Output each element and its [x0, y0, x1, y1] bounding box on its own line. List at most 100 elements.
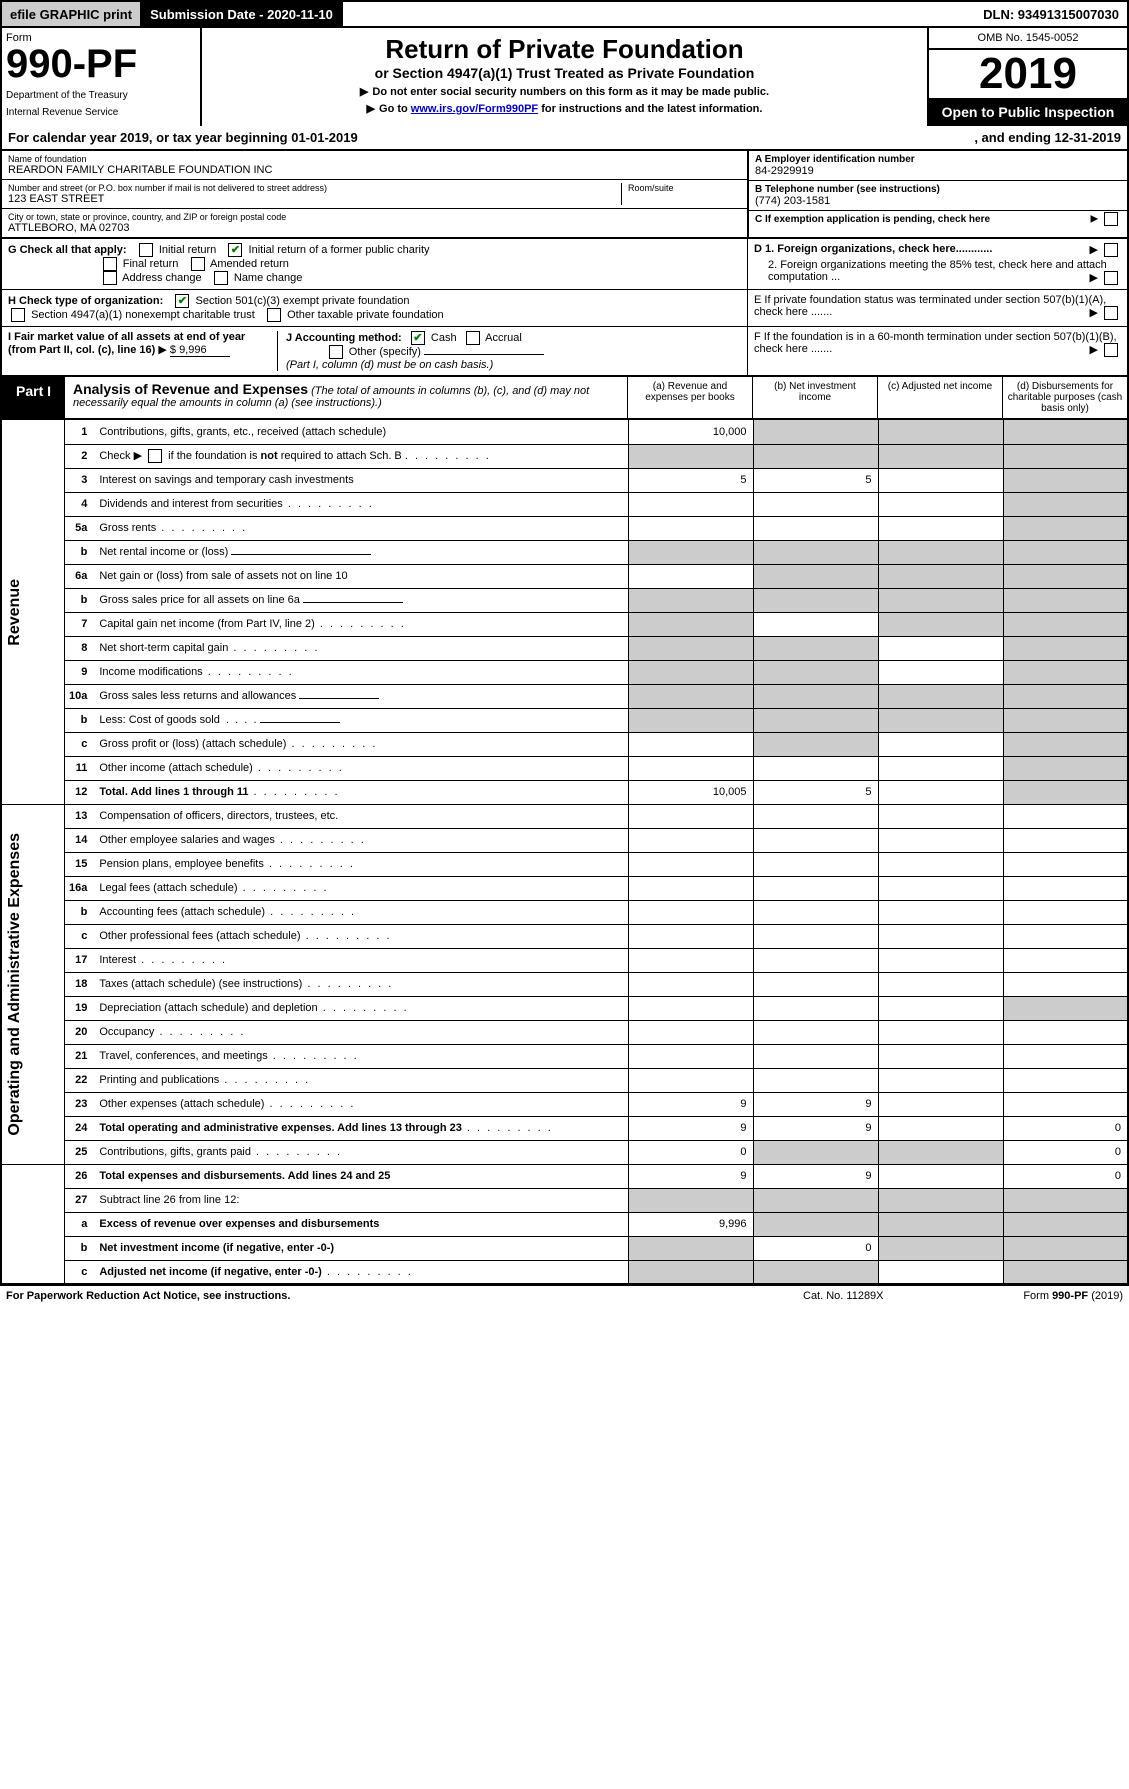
val-1a: 10,000: [628, 420, 753, 444]
d1-checkbox[interactable]: [1104, 243, 1118, 257]
num-27a: a: [65, 1212, 96, 1236]
part1-title: Analysis of Revenue and Expenses: [73, 381, 308, 397]
j-note: (Part I, column (d) must be on cash basi…: [286, 359, 493, 371]
val-11c: [878, 756, 1003, 780]
val-17b: [753, 948, 878, 972]
desc-14: Other employee salaries and wages: [95, 828, 628, 852]
val-16bc: [878, 900, 1003, 924]
val-12d: [1003, 780, 1128, 804]
num-19: 19: [65, 996, 96, 1020]
row-22: 22Printing and publications: [1, 1068, 1128, 1092]
input-6b[interactable]: [303, 602, 403, 603]
f-checkbox[interactable]: [1104, 343, 1118, 357]
desc-24-text: Total operating and administrative expen…: [99, 1122, 461, 1134]
desc-6a: Net gain or (loss) from sale of assets n…: [95, 564, 628, 588]
val-27a: [628, 1188, 753, 1212]
row-10c: c Gross profit or (loss) (attach schedul…: [1, 732, 1128, 756]
desc-2: Check ▶ if the foundation is not require…: [95, 444, 628, 468]
val-20b: [753, 1020, 878, 1044]
num-12: 12: [65, 780, 96, 804]
g-amended-checkbox[interactable]: [191, 257, 205, 271]
open-to-public: Open to Public Inspection: [929, 98, 1127, 126]
h-label: H Check type of organization:: [8, 295, 163, 307]
desc-24: Total operating and administrative expen…: [95, 1116, 628, 1140]
g-initial-checkbox[interactable]: [139, 243, 153, 257]
irs-link[interactable]: www.irs.gov/Form990PF: [411, 103, 538, 115]
desc-17: Interest: [95, 948, 628, 972]
j-accrual-checkbox[interactable]: [466, 331, 480, 345]
city-value: ATTLEBORO, MA 02703: [8, 222, 741, 234]
num-16a: 16a: [65, 876, 96, 900]
val-10cc: [878, 732, 1003, 756]
num-26: 26: [65, 1164, 96, 1188]
addr-value: 123 EAST STREET: [8, 193, 621, 205]
e-cell: E If private foundation status was termi…: [747, 290, 1127, 326]
val-2d: [1003, 444, 1128, 468]
footer-cat: Cat. No. 11289X: [803, 1290, 963, 1302]
info-right: A Employer identification number 84-2929…: [747, 151, 1127, 237]
val-18a: [628, 972, 753, 996]
val-24d: 0: [1003, 1116, 1128, 1140]
val-16cc: [878, 924, 1003, 948]
val-26b: 9: [753, 1164, 878, 1188]
num-16c: c: [65, 924, 96, 948]
val-22c: [878, 1068, 1003, 1092]
val-2b: [753, 444, 878, 468]
num-27c: c: [65, 1260, 96, 1284]
num-5a: 5a: [65, 516, 96, 540]
d2-checkbox[interactable]: [1104, 271, 1118, 285]
g-final-checkbox[interactable]: [103, 257, 117, 271]
dept-treasury: Department of the Treasury: [6, 90, 196, 101]
row-23: 23Other expenses (attach schedule) 99: [1, 1092, 1128, 1116]
j-other-checkbox[interactable]: [329, 345, 343, 359]
row-21: 21Travel, conferences, and meetings: [1, 1044, 1128, 1068]
num-6a: 6a: [65, 564, 96, 588]
val-8d: [1003, 636, 1128, 660]
val-1d: [1003, 420, 1128, 444]
g-initial-former-checkbox[interactable]: [228, 243, 242, 257]
efile-button[interactable]: efile GRAPHIC print: [2, 2, 142, 26]
desc-16c: Other professional fees (attach schedule…: [95, 924, 628, 948]
val-13a: [628, 804, 753, 828]
val-16bb: [753, 900, 878, 924]
num-25: 25: [65, 1140, 96, 1164]
val-21a: [628, 1044, 753, 1068]
desc-22: Printing and publications: [95, 1068, 628, 1092]
val-15a: [628, 852, 753, 876]
input-5b[interactable]: [231, 554, 371, 555]
num-10b: b: [65, 708, 96, 732]
val-27bc: [878, 1236, 1003, 1260]
j-other-input[interactable]: [424, 354, 544, 355]
foundation-name-cell: Name of foundation REARDON FAMILY CHARIT…: [2, 151, 747, 180]
h-501c3-checkbox[interactable]: [175, 294, 189, 308]
col-a-hdr: (a) Revenue and expenses per books: [627, 377, 752, 418]
g-addr-checkbox[interactable]: [103, 271, 117, 285]
val-15c: [878, 852, 1003, 876]
h-cell: H Check type of organization: Section 50…: [2, 290, 747, 326]
input-10a[interactable]: [299, 698, 379, 699]
val-21b: [753, 1044, 878, 1068]
val-22b: [753, 1068, 878, 1092]
schb-checkbox[interactable]: [148, 449, 162, 463]
e-label: E If private foundation status was termi…: [754, 294, 1106, 318]
h-other-checkbox[interactable]: [267, 308, 281, 322]
addr-label: Number and street (or P.O. box number if…: [8, 183, 621, 193]
desc-15-text: Pension plans, employee benefits: [99, 858, 264, 870]
desc-10c-text: Gross profit or (loss) (attach schedule): [99, 738, 286, 750]
g-name-checkbox[interactable]: [214, 271, 228, 285]
check-grid: G Check all that apply: Initial return I…: [0, 239, 1129, 377]
row-2: 2 Check ▶ if the foundation is not requi…: [1, 444, 1128, 468]
val-10ba: [628, 708, 753, 732]
val-24b: 9: [753, 1116, 878, 1140]
h-4947-checkbox[interactable]: [11, 308, 25, 322]
e-checkbox[interactable]: [1104, 306, 1118, 320]
g-amended-label: Amended return: [210, 258, 289, 270]
c-checkbox[interactable]: [1104, 212, 1118, 226]
j-cash-checkbox[interactable]: [411, 331, 425, 345]
dln: DLN: 93491315007030: [975, 2, 1127, 26]
desc-4: Dividends and interest from securities: [95, 492, 628, 516]
input-10b[interactable]: [260, 722, 340, 723]
val-23c: [878, 1092, 1003, 1116]
form-number: 990-PF: [6, 44, 196, 84]
val-27cd: [1003, 1260, 1128, 1284]
